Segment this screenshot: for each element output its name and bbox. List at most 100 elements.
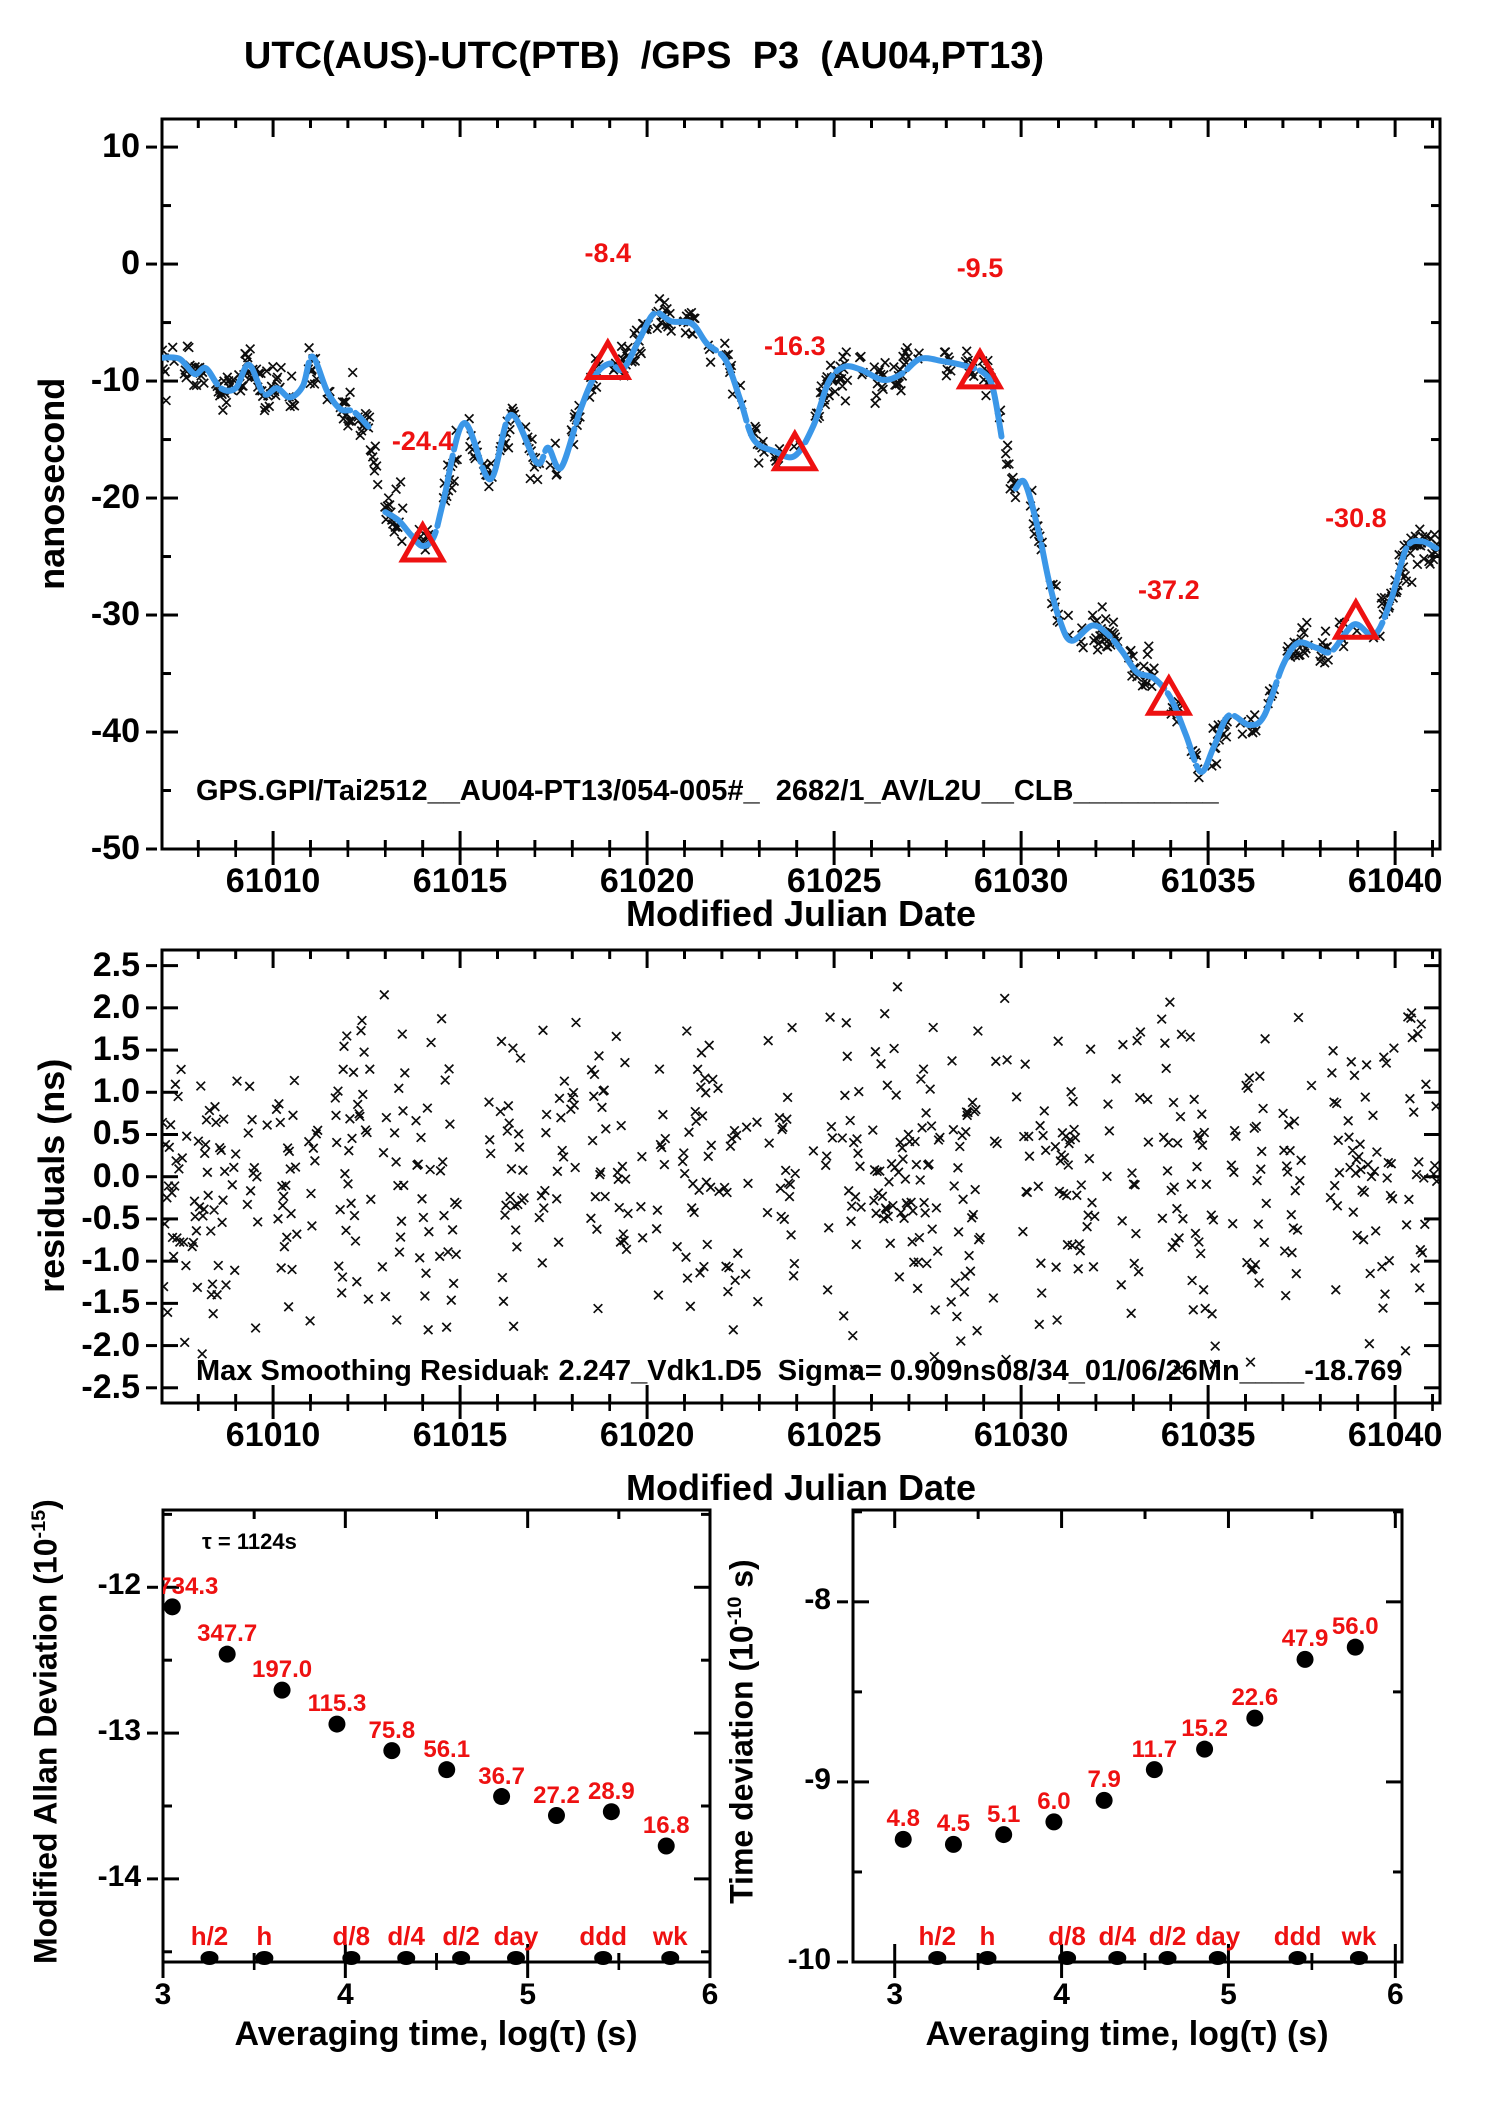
time_deviation-y-tick-label: -9 bbox=[804, 1762, 831, 1796]
residuals-annotation: Max Smoothing Residual: 2.247_Vdk1.D5 Si… bbox=[196, 1355, 1403, 1387]
top-y-tick-label: -10 bbox=[90, 361, 140, 400]
averaging-interval-label: ddd bbox=[579, 1921, 627, 1951]
residuals-x-tick-label: 61035 bbox=[1160, 1416, 1256, 1454]
averaging-interval-dot bbox=[978, 1951, 997, 1965]
modified_allan_deviation-point-label: 27.2 bbox=[533, 1781, 580, 1809]
residuals-y-tick-label: 0.5 bbox=[92, 1114, 140, 1153]
modified_allan_deviation-point-label: 347.7 bbox=[197, 1620, 258, 1648]
time_deviation-point-label: 47.9 bbox=[1281, 1625, 1329, 1653]
modified_allan_deviation-point-label: 36.7 bbox=[478, 1762, 525, 1790]
time_deviation-point-label: 22.6 bbox=[1231, 1684, 1279, 1712]
daily-value-label: -37.2 bbox=[1138, 574, 1200, 605]
daily-value-triangle bbox=[398, 519, 447, 563]
mdev-y-title-exponent: -15 bbox=[27, 1509, 50, 1539]
modified_allan_deviation-x-tick-label: 4 bbox=[336, 1978, 354, 2011]
modified_allan_deviation-point bbox=[273, 1681, 291, 1699]
daily-value-triangle bbox=[770, 428, 820, 472]
time_deviation-point bbox=[1095, 1791, 1113, 1809]
modified_allan_deviation-point-label: 734.3 bbox=[163, 1572, 219, 1600]
residuals-y-tick-label: 1.5 bbox=[92, 1030, 140, 1069]
top-annotation: GPS.GPI/Tai2512__AU04-PT13/054-005#_ 268… bbox=[196, 775, 1219, 807]
modified_allan_deviation-point-label: 197.0 bbox=[252, 1656, 313, 1684]
top-y-tick-label: -50 bbox=[90, 829, 140, 867]
residuals-x-tick-label: 61030 bbox=[973, 1416, 1069, 1454]
residuals-y-tick-label: 1.0 bbox=[92, 1072, 140, 1111]
residuals-y-tick-label: -2.5 bbox=[81, 1367, 140, 1406]
modified_allan_deviation-point-label: 75.8 bbox=[368, 1716, 416, 1744]
averaging-interval-label: h/2 bbox=[190, 1921, 229, 1951]
time_deviation-x-tick-label: 5 bbox=[1220, 1978, 1237, 2011]
residuals-y-tick-label: -0.5 bbox=[81, 1198, 140, 1237]
daily-value-label: -8.4 bbox=[584, 237, 632, 268]
phase-panel-frame bbox=[160, 117, 1442, 851]
averaging-interval-dot bbox=[506, 1951, 525, 1965]
time_deviation-point-label: 4.8 bbox=[886, 1805, 920, 1833]
averaging-interval-dot bbox=[397, 1951, 416, 1965]
time_deviation-panel-frame bbox=[851, 1508, 1404, 1964]
daily-value-triangle bbox=[955, 346, 1005, 390]
scatter-points bbox=[162, 981, 1440, 1376]
time_deviation-point bbox=[1296, 1650, 1314, 1668]
residuals-x-tick-label: 61020 bbox=[599, 1416, 695, 1454]
time_deviation-point bbox=[1196, 1740, 1214, 1758]
tdev-value-labels: 4.8 4.5 5.1 6.0 7.9 11.7 15.2 22.6 47.9 56.0 bbox=[853, 1510, 1402, 1962]
averaging-interval-dot bbox=[452, 1951, 471, 1965]
averaging-interval-dot bbox=[1158, 1951, 1177, 1965]
scatter-points bbox=[162, 293, 1440, 783]
residuals-x-axis-title: Modified Julian Date bbox=[625, 1467, 977, 1508]
residuals-y-tick-label: 2.5 bbox=[92, 945, 140, 984]
page-title: UTC(AUS)-UTC(PTB) /GPS P3 (AU04,PT13) bbox=[243, 35, 1045, 77]
time_deviation-point-label: 15.2 bbox=[1181, 1715, 1228, 1743]
averaging-interval-label: wk bbox=[1341, 1921, 1377, 1951]
top-x-tick-label: 61025 bbox=[786, 862, 882, 900]
modified_allan_deviation-point bbox=[438, 1761, 456, 1779]
smoothed-curve bbox=[1012, 477, 1440, 775]
daily-value-triangle bbox=[1331, 597, 1381, 640]
daily-value-label: -16.3 bbox=[764, 331, 826, 362]
daily-value-label: -30.8 bbox=[1325, 503, 1387, 534]
time_deviation-x-tick-label: 3 bbox=[886, 1978, 904, 2011]
time_deviation-point bbox=[944, 1835, 962, 1853]
averaging-interval-dot bbox=[928, 1951, 947, 1965]
time_deviation-point-label: 11.7 bbox=[1131, 1735, 1178, 1763]
time_deviation-point bbox=[995, 1826, 1013, 1844]
time_deviation-point-label: 5.1 bbox=[986, 1800, 1021, 1828]
averaging-interval-label: h bbox=[256, 1921, 273, 1951]
modified_allan_deviation-point bbox=[383, 1742, 401, 1760]
time_deviation-x-tick-label: 4 bbox=[1053, 1978, 1070, 2011]
mdev-value-labels: 734.3 347.7 197.0 115.3 75.8 56.1 36.7 27.2 28.9… bbox=[163, 1510, 710, 1962]
modified_allan_deviation-x-tick-label: 6 bbox=[701, 1978, 719, 2011]
averaging-interval-label: d/2 bbox=[442, 1921, 480, 1951]
modified_allan_deviation-point-label: 115.3 bbox=[307, 1690, 367, 1718]
top-x-tick-label: 61030 bbox=[973, 862, 1069, 900]
top-x-tick-label: 61010 bbox=[225, 862, 321, 900]
modified_allan_deviation-point-label: 56.1 bbox=[423, 1735, 471, 1763]
top-y-tick-label: -20 bbox=[90, 478, 140, 517]
averaging-interval-dot bbox=[594, 1951, 613, 1965]
daily-value-triangle bbox=[583, 337, 633, 381]
residuals-x-tick-label: 61010 bbox=[225, 1416, 321, 1454]
modified_allan_deviation-x-tick-label: 5 bbox=[519, 1978, 536, 2011]
time_deviation-x-tick-label: 6 bbox=[1386, 1978, 1404, 2011]
modified_allan_deviation-point bbox=[328, 1715, 346, 1733]
time_deviation-y-tick-label: -10 bbox=[787, 1943, 831, 1976]
modified_allan_deviation-x-tick-label: 3 bbox=[154, 1978, 172, 2011]
top-y-tick-label: -30 bbox=[90, 595, 140, 634]
averaging-interval-label: d/4 bbox=[387, 1921, 425, 1951]
averaging-interval-label: ddd bbox=[1273, 1921, 1322, 1951]
averaging-interval-dot bbox=[1349, 1951, 1368, 1965]
daily-value-label: -9.5 bbox=[956, 252, 1004, 283]
residuals-x-tick-label: 61025 bbox=[786, 1416, 882, 1454]
residuals-y-tick-label: -1.5 bbox=[81, 1283, 140, 1322]
residuals-y-tick-label: -2.0 bbox=[81, 1325, 140, 1364]
modified_allan_deviation-point bbox=[602, 1803, 620, 1821]
residuals-x-tick-label: 61015 bbox=[412, 1416, 508, 1454]
averaging-interval-dot bbox=[342, 1951, 361, 1965]
smoothed-curve bbox=[382, 309, 1006, 549]
averaging-interval-label: day bbox=[1195, 1921, 1241, 1951]
tau-note: τ = 1124s bbox=[202, 1529, 297, 1554]
modified_allan_deviation-point-label: 28.9 bbox=[587, 1777, 635, 1805]
averaging-interval-label: h bbox=[979, 1921, 996, 1951]
averaging-interval-label: d/8 bbox=[1048, 1921, 1086, 1951]
averaging-interval-dot bbox=[1108, 1951, 1127, 1965]
